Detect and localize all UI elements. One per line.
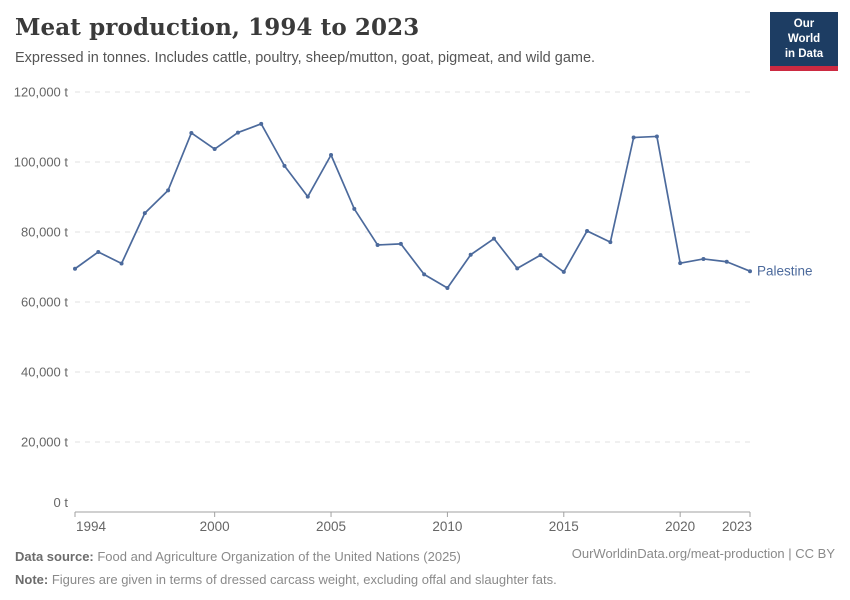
data-point <box>445 286 450 290</box>
x-axis-tick-label: 2000 <box>200 519 230 534</box>
line-series <box>74 122 751 289</box>
owid-logo: Our World in Data <box>770 12 838 71</box>
note-text: Figures are given in terms of dressed ca… <box>48 571 557 587</box>
chart-header: Meat production, 1994 to 2023 Expressed … <box>15 14 835 66</box>
x-axis-tick-label: 2005 <box>316 519 346 534</box>
data-point <box>678 261 683 266</box>
data-point <box>119 261 124 266</box>
data-point <box>352 206 357 211</box>
chart-footer: Data source: Food and Agriculture Organi… <box>15 546 835 592</box>
x-axis-tick-label: 2023 <box>722 519 752 534</box>
y-axis-tick-label: 40,000 t <box>21 365 68 380</box>
y-axis-tick-label: 20,000 t <box>21 435 68 450</box>
data-source-line: Data source: Food and Agriculture Organi… <box>15 546 557 569</box>
data-point <box>468 252 473 257</box>
data-point <box>166 188 171 193</box>
data-point <box>515 266 520 271</box>
series-label: Palestine <box>757 264 813 279</box>
owid-link[interactable]: OurWorldinData.org/meat-production | CC … <box>571 546 835 561</box>
y-axis-tick-label: 0 t <box>54 495 69 510</box>
data-point <box>654 134 659 139</box>
data-point <box>538 253 543 258</box>
x-axis-tick-label: 1994 <box>76 519 107 534</box>
data-point <box>631 135 636 140</box>
footer-source-note: Data source: Food and Agriculture Organi… <box>15 546 557 592</box>
data-point <box>212 147 217 152</box>
data-point <box>608 240 613 245</box>
note-line: Note: Figures are given in terms of dres… <box>15 569 557 592</box>
data-point <box>561 269 566 274</box>
data-point <box>329 153 334 157</box>
data-point <box>422 272 427 277</box>
page-title: Meat production, 1994 to 2023 <box>15 14 420 41</box>
data-source-text: Food and Agriculture Organization of the… <box>93 549 461 564</box>
data-point <box>305 194 310 199</box>
data-point <box>235 130 240 135</box>
data-point <box>189 130 194 135</box>
y-axis-tick-label: 60,000 t <box>21 295 68 310</box>
data-point <box>748 269 752 274</box>
data-point <box>398 241 403 246</box>
y-axis-tick-label: 100,000 t <box>14 155 69 170</box>
data-point <box>375 242 380 247</box>
y-axis-tick-label: 80,000 t <box>21 225 68 240</box>
data-source-label: Data source: <box>15 549 94 564</box>
y-axis-tick-label: 120,000 t <box>14 85 69 100</box>
note-label: Note: <box>15 571 49 587</box>
data-point <box>142 211 147 216</box>
data-point <box>491 236 496 241</box>
data-point <box>701 256 706 261</box>
data-point <box>282 163 287 168</box>
x-axis-tick-label: 2010 <box>432 519 462 534</box>
data-point <box>73 266 77 271</box>
data-point <box>585 228 590 233</box>
data-point <box>724 259 729 264</box>
x-axis-tick-label: 2020 <box>665 519 695 534</box>
line-chart: 0 t 20,000 t 40,000 t 60,000 t 80,000 t 100,0… <box>14 85 813 535</box>
chart-subtitle: Expressed in tonnes. Includes cattle, po… <box>15 50 596 66</box>
data-point <box>96 249 101 254</box>
owid-logo-line2: in Data <box>784 47 824 60</box>
data-point <box>259 121 264 126</box>
owid-logo-line1: Our World <box>787 18 821 45</box>
x-axis-tick-label: 2015 <box>549 519 579 534</box>
